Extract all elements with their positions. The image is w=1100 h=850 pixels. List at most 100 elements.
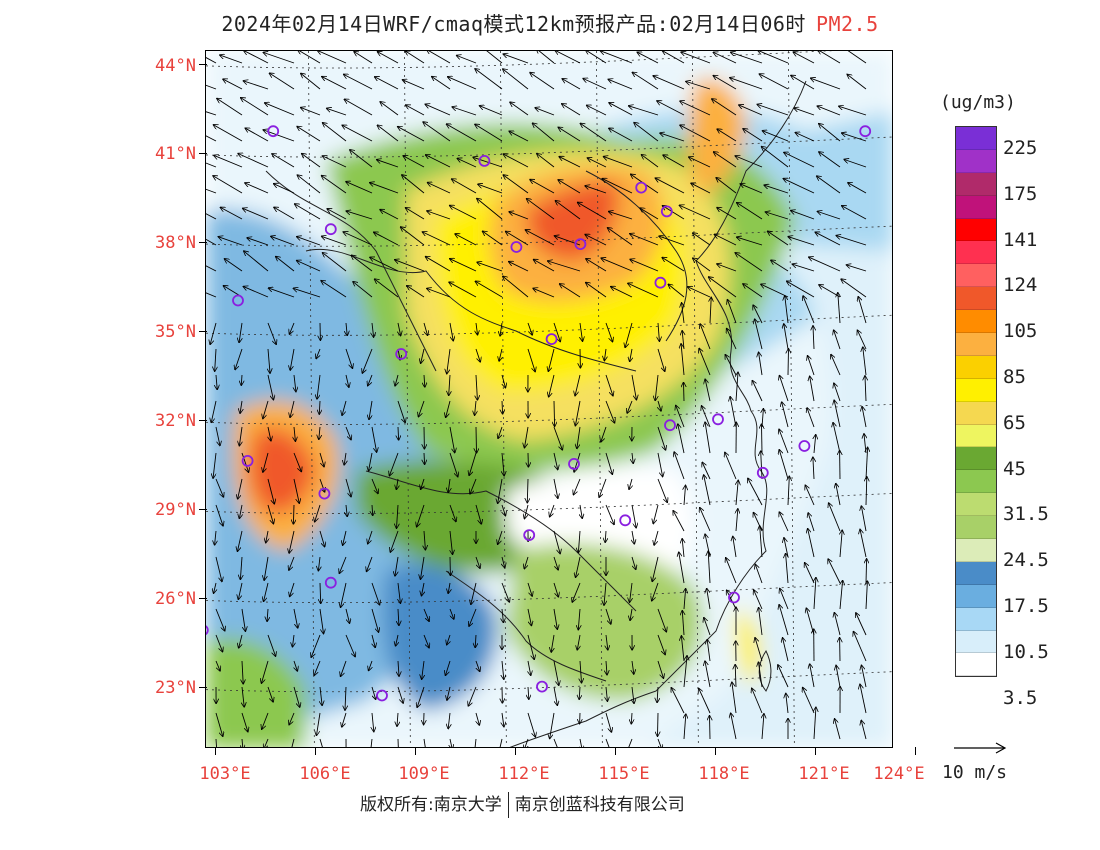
wind-arrow	[686, 82, 711, 90]
wind-arrow	[602, 179, 633, 194]
wind-arrow	[762, 714, 764, 740]
wind-arrow	[525, 426, 529, 448]
wind-arrow	[814, 435, 816, 454]
wind-arrow	[476, 322, 478, 335]
wind-arrow	[735, 665, 736, 688]
wind-arrow	[707, 589, 711, 610]
wind-arrow	[629, 106, 659, 116]
wind-arrow	[297, 237, 321, 246]
wind-arrow	[533, 288, 555, 298]
wind-arrow	[244, 287, 269, 298]
wind-arrow	[642, 155, 659, 168]
wind-arrow	[293, 504, 294, 524]
wind-arrow	[652, 582, 659, 601]
wind-arrow	[343, 232, 373, 246]
wind-arrow	[215, 530, 216, 545]
wind-arrow	[215, 712, 223, 736]
colorbar-segment	[956, 539, 996, 562]
wind-arrow	[524, 738, 529, 747]
wind-arrow	[525, 504, 529, 518]
wind-arrow	[293, 686, 300, 707]
wind-arrow	[297, 127, 321, 142]
wind-arrow	[554, 400, 555, 426]
city-marker	[536, 680, 548, 693]
lat-label-44: 44°N	[155, 56, 196, 76]
wind-arrow	[446, 660, 451, 675]
wind-arrow	[375, 279, 399, 298]
lat-label-29: 29°N	[155, 500, 196, 520]
wind-arrow	[432, 77, 451, 90]
wind-arrow	[346, 182, 373, 194]
wind-arrow	[527, 348, 535, 371]
wind-arrow	[735, 253, 763, 272]
coastline-borders	[265, 80, 807, 747]
wind-arrow	[743, 284, 763, 298]
wind-arrow	[817, 106, 841, 116]
wind-arrow	[311, 634, 321, 657]
axis-tick	[199, 153, 207, 154]
wind-arrow	[244, 51, 269, 64]
wind-arrow	[833, 423, 841, 454]
wind-arrow	[580, 660, 582, 683]
wind-arrow	[267, 686, 273, 702]
wind-arrow	[501, 582, 509, 602]
wind-arrow	[398, 582, 400, 603]
wind-arrow	[807, 408, 815, 428]
wind-arrow	[214, 155, 243, 168]
wind-arrow	[244, 251, 269, 272]
city-marker	[318, 487, 331, 500]
wind-arrow	[699, 349, 711, 376]
wind-arrow	[295, 204, 321, 220]
wind-arrow	[611, 287, 633, 298]
wind-arrow	[575, 374, 581, 396]
city-marker	[635, 181, 648, 194]
wind-arrow	[448, 478, 450, 492]
wind-arrow	[759, 608, 763, 636]
wind-arrow	[681, 344, 685, 376]
wind-arrow	[688, 287, 711, 298]
wind-arrow	[577, 426, 581, 448]
wind-arrow	[536, 51, 555, 64]
wind-arrow	[682, 611, 684, 636]
wind-arrow	[844, 160, 867, 168]
wind-arrow	[657, 634, 665, 654]
wind-arrow	[375, 77, 399, 90]
wind-arrow	[477, 262, 503, 272]
wind-arrow	[214, 125, 243, 142]
wind-arrow	[502, 660, 504, 679]
wind-arrow	[553, 660, 559, 685]
wind-arrow	[865, 376, 866, 402]
wind-arrow	[771, 260, 789, 272]
city-marker	[376, 689, 388, 702]
wind-arrow	[684, 714, 686, 740]
wind-arrow	[527, 608, 531, 625]
wind-arrow	[206, 135, 217, 142]
wind-arrow	[549, 374, 555, 397]
wind-scale-arrow	[954, 742, 1007, 754]
wind-arrow	[757, 105, 789, 116]
wind-arrow	[215, 556, 222, 581]
wind-arrow	[585, 186, 607, 194]
colorbar-label: 124	[1003, 274, 1038, 297]
wind-arrow	[323, 123, 347, 142]
wind-arrow	[475, 556, 480, 568]
wind-arrow	[426, 155, 451, 168]
city-marker	[478, 155, 491, 167]
wind-arrow	[450, 206, 477, 220]
wind-arrow	[679, 552, 685, 584]
wind-arrow	[468, 686, 477, 706]
wind-arrow	[553, 738, 558, 747]
wind-arrow	[710, 298, 711, 324]
title-product: PM2.5	[815, 12, 879, 36]
parallel-line	[206, 493, 892, 514]
wind-arrow	[267, 608, 268, 621]
wind-arrow	[733, 537, 737, 558]
wind-arrow	[682, 539, 684, 558]
wind-arrow	[319, 530, 325, 547]
wind-arrow	[606, 634, 608, 650]
wind-arrow	[758, 51, 789, 64]
wind-arrow	[239, 634, 242, 648]
wind-arrow	[486, 51, 503, 64]
wind-arrow	[631, 556, 636, 569]
wind-arrow	[605, 322, 613, 342]
